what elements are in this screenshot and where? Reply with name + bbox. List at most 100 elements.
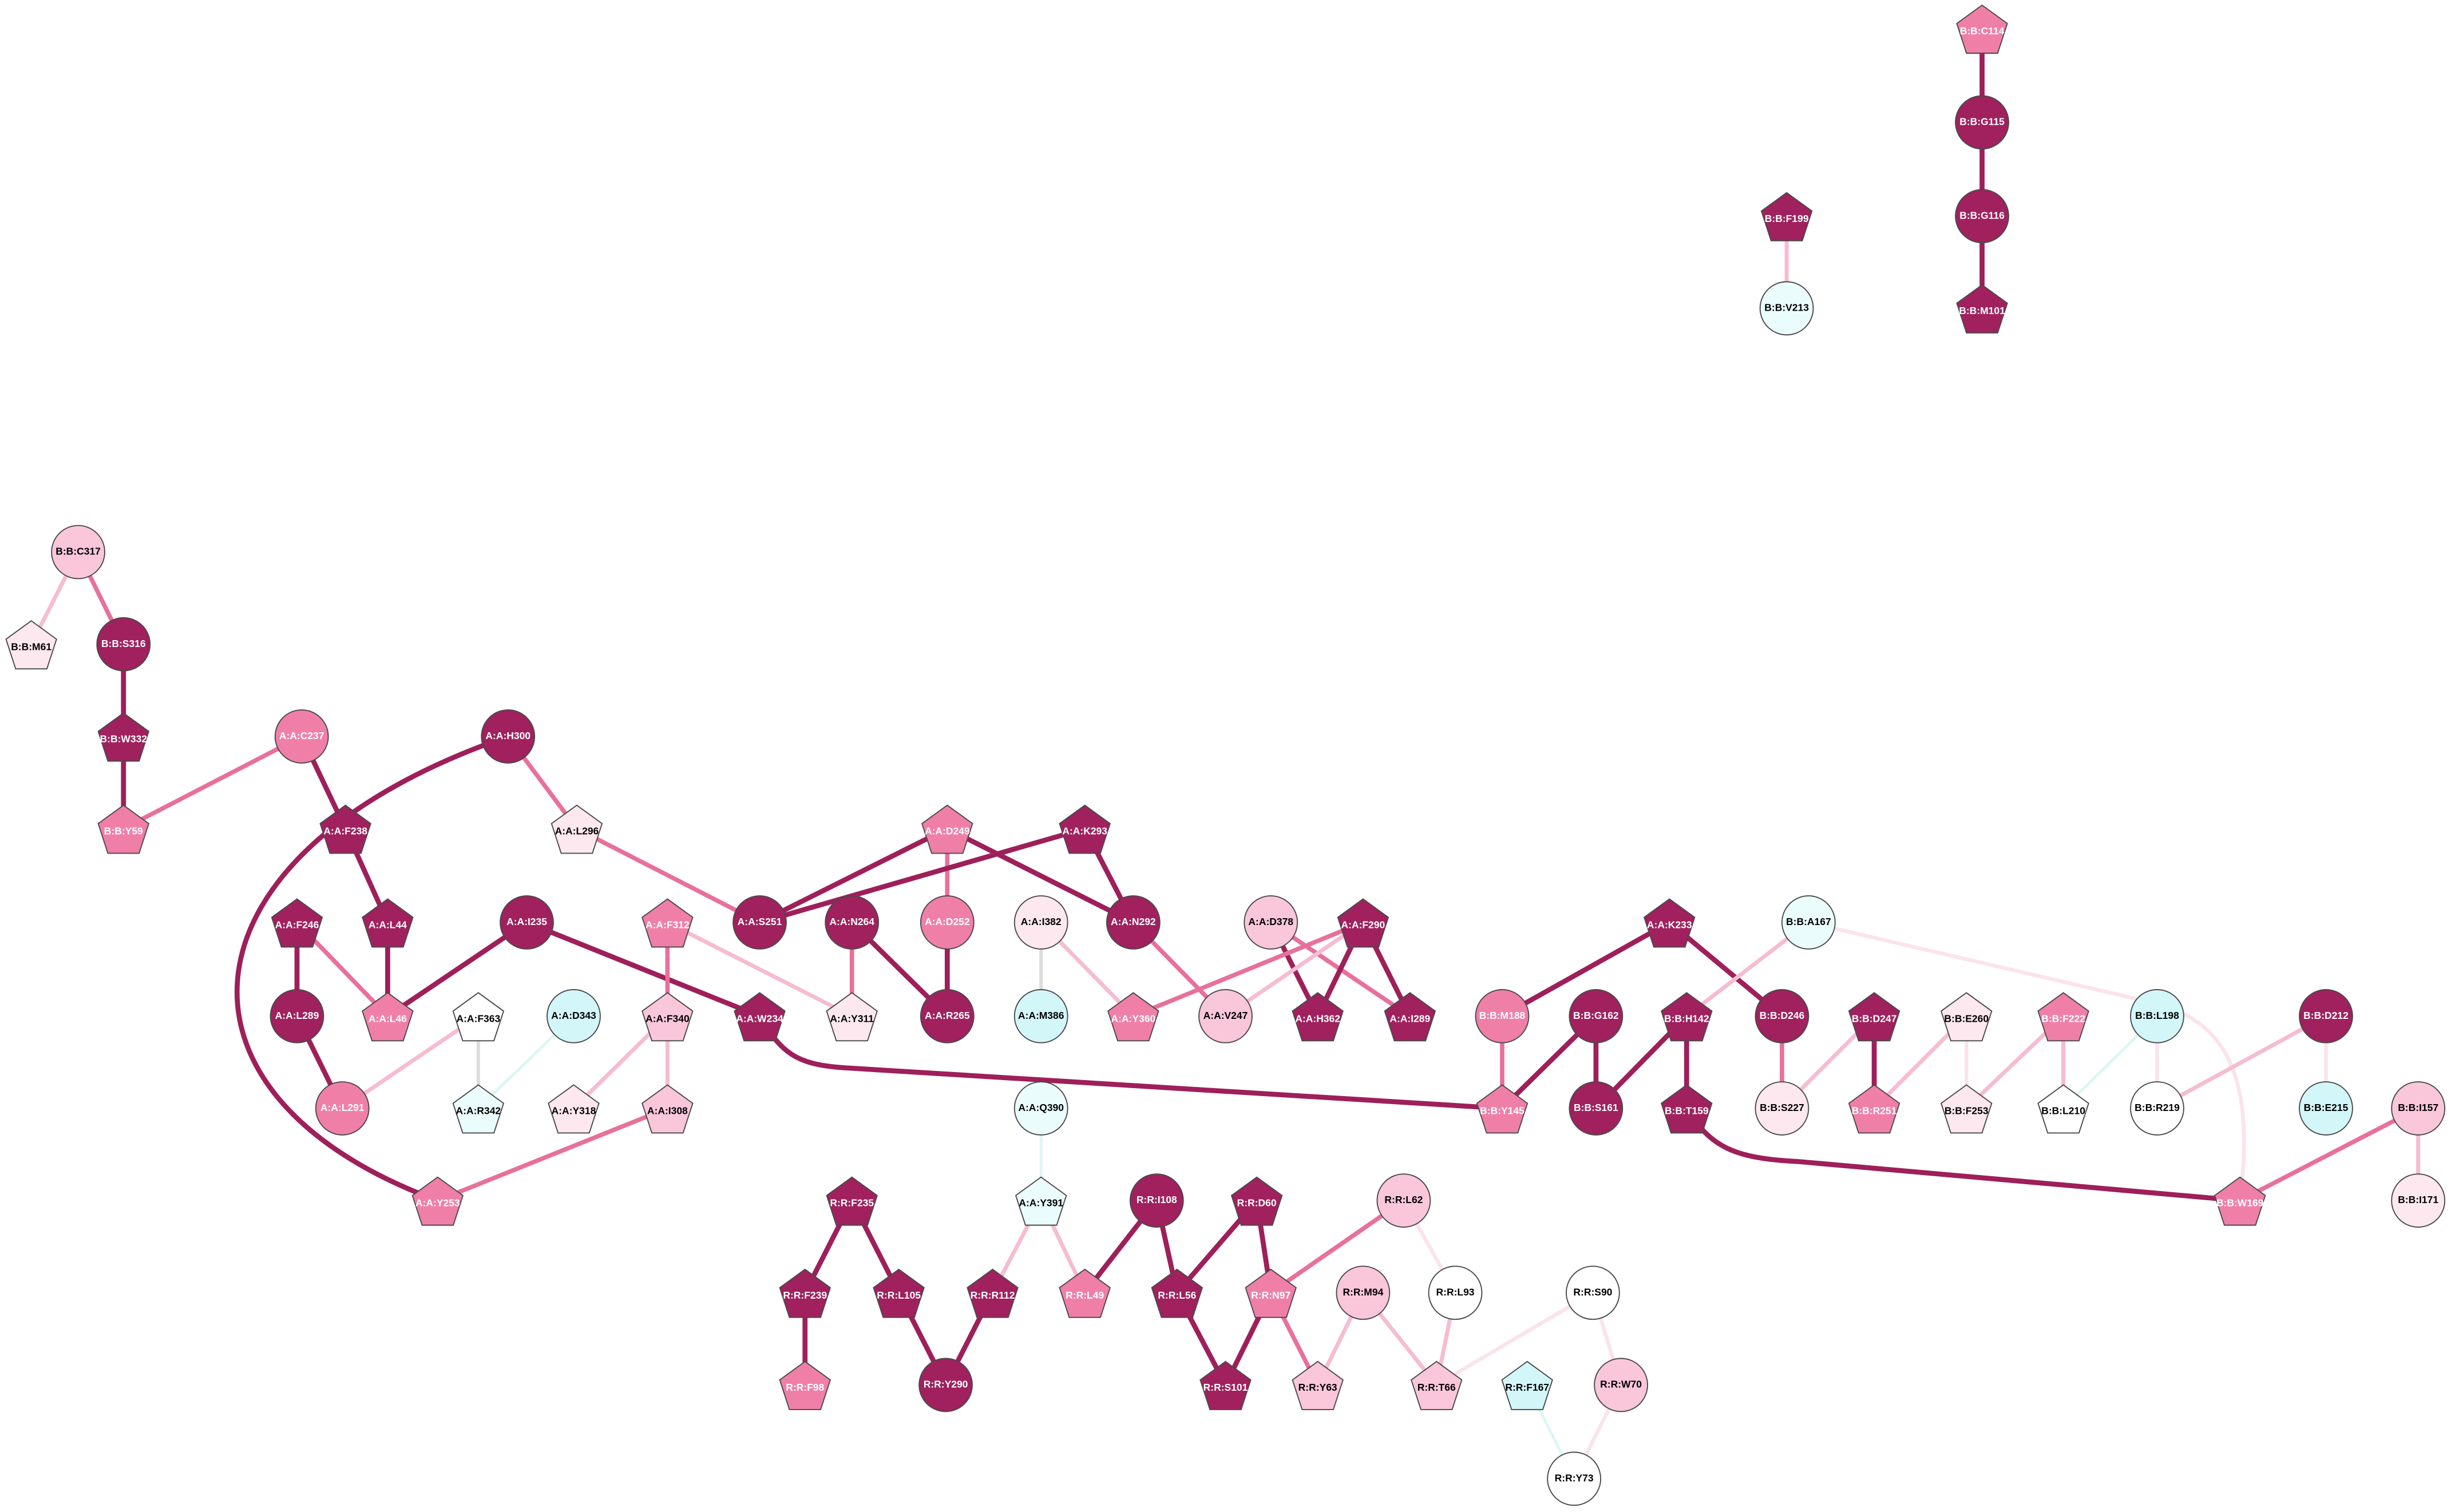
node-circle (1475, 989, 1530, 1043)
node-label: R:R:L93 (1436, 1286, 1475, 1297)
node: A:A:Y318 (548, 1084, 600, 1134)
node-label: B:B:F253 (1945, 1105, 1989, 1117)
node-label: B:B:E215 (2304, 1102, 2349, 1113)
node-pentagon (779, 1268, 831, 1318)
node-label: R:R:M94 (1343, 1286, 1383, 1297)
node-label: R:R:L56 (1158, 1289, 1196, 1301)
node: R:R:N97 (1245, 1268, 1297, 1318)
node-circle (270, 989, 324, 1043)
node-label: B:B:I171 (2398, 1194, 2438, 1205)
node-pentagon (1501, 1360, 1553, 1410)
node-pentagon (2214, 1176, 2266, 1226)
node-label: A:A:Q390 (1018, 1102, 1064, 1113)
node-label: A:A:F340 (646, 1013, 690, 1024)
node-label: B:B:C317 (56, 546, 101, 557)
node-label: B:B:S161 (1574, 1102, 1618, 1113)
node-label: R:R:L49 (1066, 1289, 1104, 1301)
node: R:R:T66 (1410, 1360, 1463, 1410)
node: A:A:Y311 (826, 992, 878, 1042)
node: B:B:R251 (1848, 1084, 1900, 1134)
node-pentagon (967, 1268, 1019, 1318)
node: A:A:H300 (481, 709, 536, 764)
node: B:B:G162 (1569, 989, 1624, 1043)
node: A:A:F238 (319, 804, 371, 854)
node-circle (1781, 895, 1836, 950)
node: B:B:S316 (96, 617, 151, 672)
node-pentagon (452, 1084, 505, 1134)
node-label: A:A:D249 (925, 826, 970, 837)
node-pentagon (826, 1176, 878, 1226)
node: A:A:Y360 (1107, 992, 1159, 1042)
node-circle (1244, 895, 1298, 950)
node: A:A:I382 (1013, 895, 1068, 950)
node: A:A:F246 (271, 898, 323, 948)
node-circle (2391, 1081, 2446, 1136)
node: A:A:Y391 (1015, 1176, 1067, 1226)
edge (1434, 1291, 1595, 1387)
node: R:R:S101 (1199, 1360, 1252, 1410)
node-circle (1013, 1081, 1068, 1136)
node: B:B:L210 (2037, 1084, 2089, 1134)
node-label: R:R:W70 (1600, 1379, 1642, 1390)
node-label: A:A:F246 (275, 919, 319, 930)
node-label: A:A:Y253 (415, 1197, 460, 1209)
node-label: B:B:R219 (2135, 1102, 2180, 1113)
node-circle (274, 709, 329, 764)
node: R:R:R112 (967, 1268, 1019, 1318)
node-circle (315, 1081, 370, 1136)
node-label: A:A:D343 (551, 1010, 596, 1021)
edges (29, 26, 2421, 1481)
node: B:B:M101 (1956, 284, 2008, 334)
node-label: A:A:F238 (323, 826, 367, 837)
node-pentagon (734, 992, 786, 1042)
edge (757, 826, 1088, 925)
node: B:B:E260 (1940, 992, 1993, 1042)
node-pentagon (1245, 1268, 1297, 1318)
node: R:R:L49 (1059, 1268, 1111, 1318)
node: A:A:V247 (1198, 989, 1253, 1043)
node-pentagon (642, 992, 694, 1042)
node: A:A:D249 (921, 804, 973, 854)
node-label: A:A:K233 (1647, 919, 1692, 930)
node-label: A:A:Y318 (552, 1105, 596, 1117)
node-label: A:A:I289 (1389, 1013, 1430, 1024)
node-circle (2391, 1173, 2446, 1228)
node: R:R:D60 (1230, 1176, 1283, 1226)
node-label: A:A:H362 (1295, 1013, 1340, 1024)
edge (435, 1106, 670, 1203)
edge (757, 826, 950, 925)
node-label: A:A:D378 (1248, 916, 1293, 927)
node: A:A:D378 (1244, 895, 1298, 950)
node-pentagon (1337, 898, 1389, 948)
node-circle (1759, 281, 1814, 336)
node: A:A:D252 (920, 895, 975, 950)
node-label: A:A:K293 (1062, 826, 1107, 837)
node-label: B:B:V213 (1764, 302, 1809, 313)
node: A:A:D343 (547, 989, 601, 1043)
node-pentagon (97, 804, 150, 854)
node: B:B:Y145 (1476, 1084, 1529, 1134)
node-circle (1955, 189, 2009, 244)
node: A:A:F312 (642, 898, 694, 948)
node-label: A:A:I382 (1021, 916, 1062, 927)
node-label: A:A:V247 (1203, 1010, 1248, 1021)
node-label: B:B:G116 (1959, 209, 2005, 221)
node-pentagon (1199, 1360, 1252, 1410)
node-label: A:A:N264 (829, 916, 874, 927)
node-circle (1547, 1451, 1602, 1506)
node-pentagon (1848, 992, 1900, 1042)
edge (1499, 920, 1672, 1019)
node-circle (1566, 1265, 1620, 1320)
node-pentagon (1059, 804, 1111, 854)
node-pentagon (642, 1084, 694, 1134)
node-label: R:R:T66 (1417, 1382, 1456, 1393)
node: R:R:L56 (1151, 1268, 1203, 1318)
node-label: A:A:Y311 (830, 1013, 874, 1024)
node-pentagon (551, 804, 603, 854)
edge (2238, 1106, 2421, 1203)
node: B:B:G116 (1955, 189, 2009, 244)
node-label: B:B:F222 (2041, 1013, 2085, 1024)
node: B:B:S227 (1755, 1081, 1809, 1136)
node-circle (2130, 1081, 2184, 1136)
node-label: R:R:Y73 (1555, 1472, 1594, 1483)
